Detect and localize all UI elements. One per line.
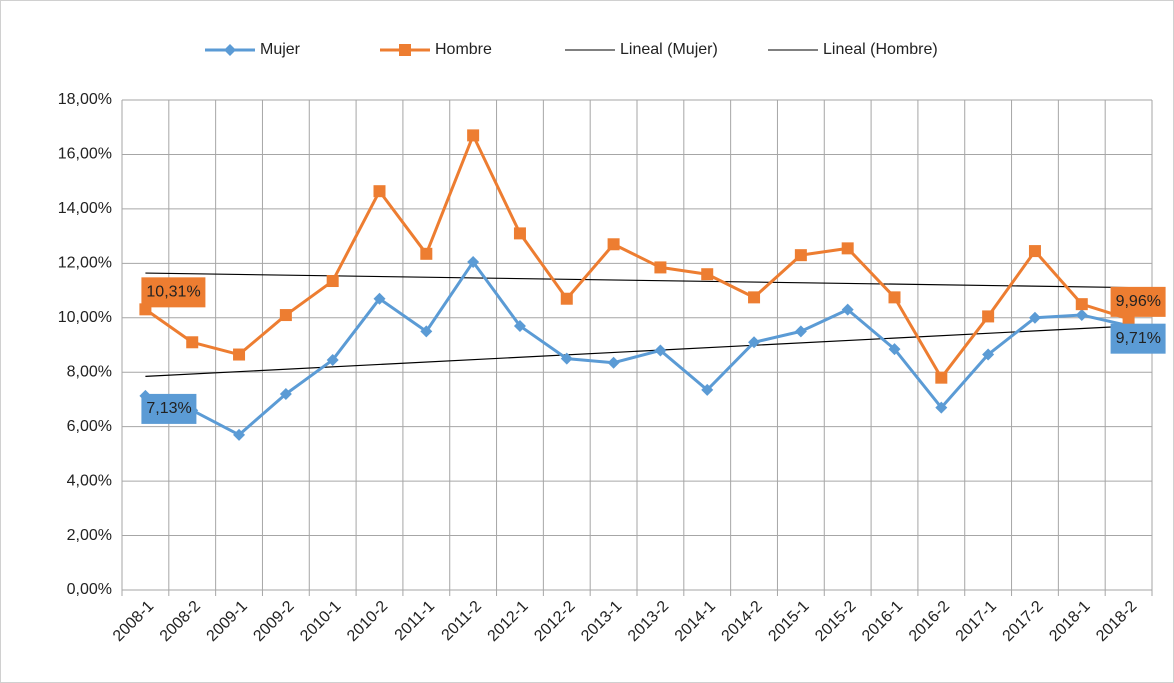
marker (982, 310, 995, 323)
marker (888, 343, 901, 356)
marker (1075, 309, 1088, 322)
marker (233, 348, 246, 361)
y-tick-label: 0,00% (67, 581, 112, 598)
data-label: 9,96% (1116, 293, 1161, 310)
data-label-box (1110, 323, 1166, 354)
y-tick-label: 8,00% (67, 363, 112, 380)
marker (513, 227, 526, 240)
marker (420, 247, 433, 260)
marker (794, 325, 807, 338)
legend-label: Mujer (260, 41, 301, 58)
legend-label: Lineal (Hombre) (823, 41, 938, 58)
y-tick-label: 4,00% (67, 472, 112, 489)
data-label-box (1110, 286, 1166, 317)
marker (279, 309, 292, 322)
marker (654, 344, 667, 357)
data-label-box (141, 277, 206, 308)
marker (233, 428, 246, 441)
marker (326, 275, 339, 288)
marker (794, 249, 807, 262)
marker (326, 353, 339, 366)
marker (654, 261, 667, 274)
marker (607, 356, 620, 369)
marker (982, 348, 995, 361)
data-label-box (141, 393, 197, 424)
marker (373, 292, 386, 305)
marker (748, 291, 761, 304)
marker (399, 44, 411, 56)
marker (935, 401, 948, 414)
marker (1028, 245, 1041, 258)
marker (841, 303, 854, 316)
series-line (144, 260, 1129, 437)
marker (748, 336, 761, 349)
y-tick-label: 18,00% (58, 91, 112, 108)
marker (560, 292, 573, 305)
y-tick-label: 12,00% (58, 255, 112, 272)
marker (1028, 311, 1041, 324)
series-line (144, 133, 1130, 380)
data-label: 9,71% (1116, 330, 1161, 347)
marker (420, 325, 433, 338)
y-tick-label: 10,00% (58, 309, 112, 326)
legend-label: Hombre (435, 41, 492, 58)
trendline (145, 272, 1129, 289)
marker (607, 238, 620, 251)
marker (467, 129, 480, 142)
marker (513, 319, 526, 332)
marker (560, 352, 573, 365)
marker (224, 44, 236, 56)
marker (888, 291, 901, 304)
marker (701, 383, 714, 396)
marker (1075, 298, 1088, 311)
marker (701, 268, 714, 281)
marker (373, 185, 386, 198)
y-tick-label: 6,00% (67, 418, 112, 435)
y-tick-label: 14,00% (58, 200, 112, 217)
marker (467, 255, 480, 268)
marker (841, 242, 854, 255)
marker (935, 371, 948, 384)
y-tick-label: 2,00% (67, 527, 112, 544)
marker (186, 336, 199, 349)
data-label: 10,31% (146, 284, 200, 301)
data-label: 7,13% (146, 400, 191, 417)
y-tick-label: 16,00% (58, 146, 112, 163)
marker (279, 388, 292, 400)
legend-label: Lineal (Mujer) (620, 41, 718, 58)
trendline (145, 325, 1129, 378)
